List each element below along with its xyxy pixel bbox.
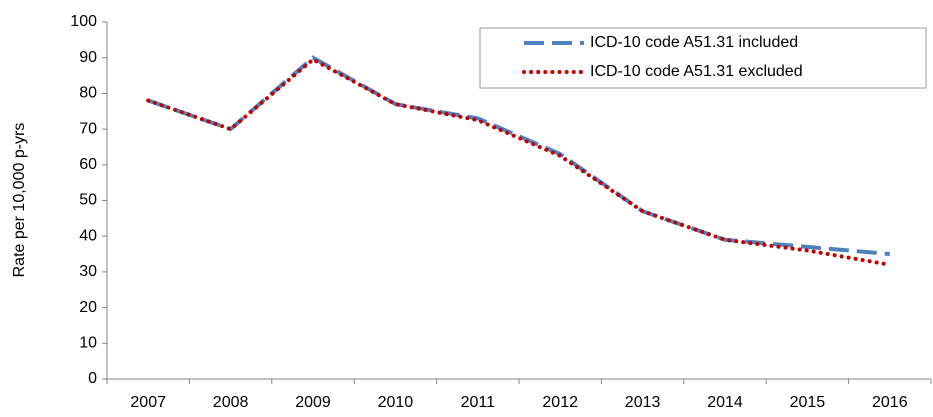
y-tick-label: 90 bbox=[79, 49, 97, 66]
legend-box bbox=[479, 27, 927, 89]
y-tick-label: 100 bbox=[70, 13, 97, 30]
x-tick-label: 2010 bbox=[378, 394, 414, 411]
y-tick-label: 60 bbox=[79, 156, 97, 173]
y-tick-label: 30 bbox=[79, 263, 97, 280]
x-tick-label: 2008 bbox=[213, 394, 249, 411]
y-tick-label: 10 bbox=[79, 335, 97, 352]
legend-label: ICD-10 code A51.31 included bbox=[590, 34, 798, 51]
x-tick-label: 2013 bbox=[625, 394, 661, 411]
x-tick-label: 2012 bbox=[542, 394, 578, 411]
y-tick-label: 40 bbox=[79, 227, 97, 244]
y-tick-label: 50 bbox=[79, 192, 97, 209]
y-tick-label: 70 bbox=[79, 120, 97, 137]
y-axis-label: Rate per 10,000 p-yrs bbox=[11, 123, 28, 278]
y-tick-label: 20 bbox=[79, 299, 97, 316]
y-tick-label: 0 bbox=[88, 370, 97, 387]
x-tick-label: 2011 bbox=[461, 394, 496, 411]
legend-label: ICD-10 code A51.31 excluded bbox=[590, 63, 803, 80]
y-tick-label: 80 bbox=[79, 85, 97, 102]
x-tick-label: 2015 bbox=[790, 394, 826, 411]
series-line bbox=[146, 57, 892, 267]
x-tick-label: 2016 bbox=[872, 394, 908, 411]
x-tick-label: 2009 bbox=[295, 394, 331, 411]
x-tick-label: 2007 bbox=[130, 394, 166, 411]
x-tick-label: 2014 bbox=[707, 394, 743, 411]
